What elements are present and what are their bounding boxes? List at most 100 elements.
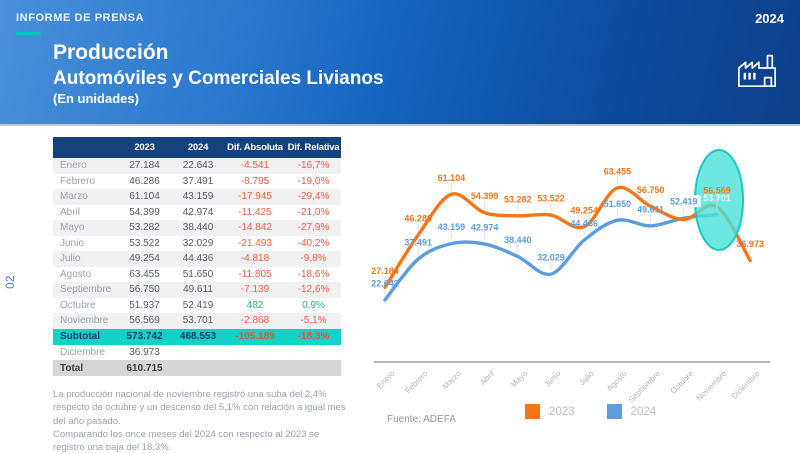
column-header: 2024 bbox=[172, 137, 224, 158]
table-cell: -8.795 bbox=[240, 175, 270, 187]
table-cell: Total bbox=[60, 362, 84, 374]
legend-swatch bbox=[525, 404, 540, 419]
value-label: 49.611 bbox=[637, 204, 664, 214]
value-label: 22.643 bbox=[371, 278, 399, 288]
value-label: 36.973 bbox=[736, 239, 764, 249]
table-cell: 32.029 bbox=[182, 237, 214, 249]
table-cell bbox=[286, 360, 341, 376]
table-cell: -18,6% bbox=[297, 268, 330, 280]
table-cell: Julio bbox=[60, 253, 81, 265]
table-row: Julio 49.254 44.436 -4.818 -9,8% bbox=[53, 251, 341, 267]
column-header: Dif. Relativa bbox=[286, 137, 341, 158]
table-cell: 52.419 bbox=[182, 299, 214, 311]
table-cell: Marzo bbox=[60, 191, 88, 203]
table-cell: -5,1% bbox=[300, 315, 327, 327]
table-cell: 54.399 bbox=[129, 206, 160, 218]
table-cell: 0,9% bbox=[302, 299, 325, 311]
table-cell: -19,0% bbox=[297, 175, 330, 187]
value-label: 53.522 bbox=[537, 194, 565, 204]
production-chart: Enero Febrero Marzo Abril Mayo Junio Julio Agos… bbox=[371, 149, 770, 404]
value-label: 43.159 bbox=[438, 222, 466, 232]
table-row: Octubre 51.937 52.419 482 0,9% bbox=[53, 297, 341, 313]
table-row: Agosto 63.455 51.650 -11.805 -18,6% bbox=[53, 266, 341, 282]
table-cell: 49.611 bbox=[183, 284, 213, 296]
column-header bbox=[53, 137, 117, 158]
month-axis-label: Junio bbox=[543, 369, 563, 389]
table-cell bbox=[286, 345, 341, 361]
production-table: 2023 2024 Dif. Absoluta Dif. Relativa Enero 2… bbox=[53, 137, 341, 376]
kicker-underline bbox=[16, 32, 41, 35]
legend-swatch bbox=[606, 404, 622, 419]
table-cell: 44.436 bbox=[182, 253, 214, 265]
table-cell bbox=[172, 345, 224, 361]
table-row: Septiembre 56.750 49.611 -7.139 -12,6% bbox=[53, 282, 341, 298]
chart-legend: 2023 2024 bbox=[525, 404, 656, 419]
value-label: 38.440 bbox=[504, 235, 532, 245]
table-cell: -9,8% bbox=[300, 253, 327, 265]
table-cell: Enero bbox=[60, 160, 87, 172]
month-axis-label: Agosto bbox=[605, 369, 629, 393]
page-title-units: (En unidades) bbox=[53, 90, 139, 106]
table-row: Enero 27.184 22.643 -4.541 -16,7% bbox=[53, 158, 341, 174]
month-axis-label: Diciembre bbox=[730, 369, 762, 401]
table-cell: 49.254 bbox=[129, 253, 160, 265]
table-row: Subtotal 573.742 468.553 -105.189 -18,3% bbox=[53, 328, 341, 345]
table-cell: 468.553 bbox=[179, 331, 217, 342]
table-row: Mayo 53.282 38.440 -14.842 -27,9% bbox=[53, 220, 341, 236]
value-label: 46.286 bbox=[404, 213, 432, 223]
table-cell: -27,9% bbox=[297, 222, 330, 234]
note-paragraph: La producción nacional de noviembre regi… bbox=[53, 389, 346, 427]
table-cell: -2.868 bbox=[240, 315, 270, 327]
table-cell: Septiembre bbox=[60, 284, 112, 296]
legend-label: 2023 bbox=[549, 405, 575, 418]
series-line-2023 bbox=[383, 185, 752, 290]
table-cell: Octubre bbox=[60, 299, 96, 311]
month-axis-label: Noviembre bbox=[695, 369, 729, 403]
table-cell: 51.937 bbox=[129, 299, 160, 311]
value-label: 52.419 bbox=[670, 197, 698, 207]
page-title: Producción bbox=[53, 41, 169, 64]
month-axis-label: Octubre bbox=[669, 369, 696, 396]
table-cell: 43.159 bbox=[182, 191, 214, 203]
table-cell: Abril bbox=[60, 206, 81, 218]
table-cell: Febrero bbox=[60, 175, 96, 187]
legend-label: 2024 bbox=[630, 405, 657, 418]
table-cell: -18,3% bbox=[297, 331, 330, 342]
table-cell: -21,0% bbox=[297, 206, 330, 218]
table-cell bbox=[172, 360, 224, 376]
table-cell: Junio bbox=[60, 237, 84, 249]
source-label: Fuente: ADEFA bbox=[387, 414, 456, 425]
table-cell: 38.440 bbox=[182, 222, 214, 234]
table-row: Noviembre 56.569 53.701 -2.868 -5,1% bbox=[53, 313, 341, 329]
table-cell: -29,4% bbox=[297, 191, 330, 203]
table-cell bbox=[224, 345, 286, 361]
value-label: 53.282 bbox=[504, 194, 532, 204]
value-label-badge bbox=[666, 195, 701, 208]
legend-item: 2023 bbox=[525, 404, 575, 419]
month-axis-label: Febrero bbox=[403, 369, 430, 396]
table-cell: -11.805 bbox=[238, 268, 272, 280]
month-axis-label: Enero bbox=[375, 369, 397, 391]
value-label: 51.650 bbox=[604, 199, 632, 209]
table-cell: -7.139 bbox=[240, 284, 270, 296]
table-cell: -12,6% bbox=[297, 284, 330, 296]
column-header: 2023 bbox=[117, 137, 172, 158]
table-row: Total 610.715 bbox=[53, 360, 341, 376]
table-cell: 27.184 bbox=[129, 160, 160, 172]
table-header-row: 2023 2024 Dif. Absoluta Dif. Relativa bbox=[53, 137, 341, 158]
value-label: 63.455 bbox=[604, 166, 632, 176]
table-cell: 56.750 bbox=[129, 284, 160, 296]
note-paragraph: Comparando los once meses del 2024 con r… bbox=[53, 428, 320, 454]
table-cell: 46.286 bbox=[129, 175, 160, 187]
table-cell: -16,7% bbox=[297, 160, 330, 172]
table-cell: 51.650 bbox=[182, 268, 214, 280]
series-line-2024 bbox=[383, 212, 719, 302]
notes: La producción nacional de noviembre regi… bbox=[53, 388, 349, 454]
table-row: Junio 53.522 32.029 -21.493 -40,2% bbox=[53, 235, 341, 251]
table-cell: Subtotal bbox=[60, 331, 100, 342]
table-row: Febrero 46.286 37.491 -8.795 -19,0% bbox=[53, 173, 341, 189]
table-cell: -4.541 bbox=[240, 160, 270, 172]
value-label: 56.569 bbox=[703, 185, 731, 195]
header-year: 2024 bbox=[755, 11, 784, 26]
table-cell: 482 bbox=[246, 299, 264, 311]
